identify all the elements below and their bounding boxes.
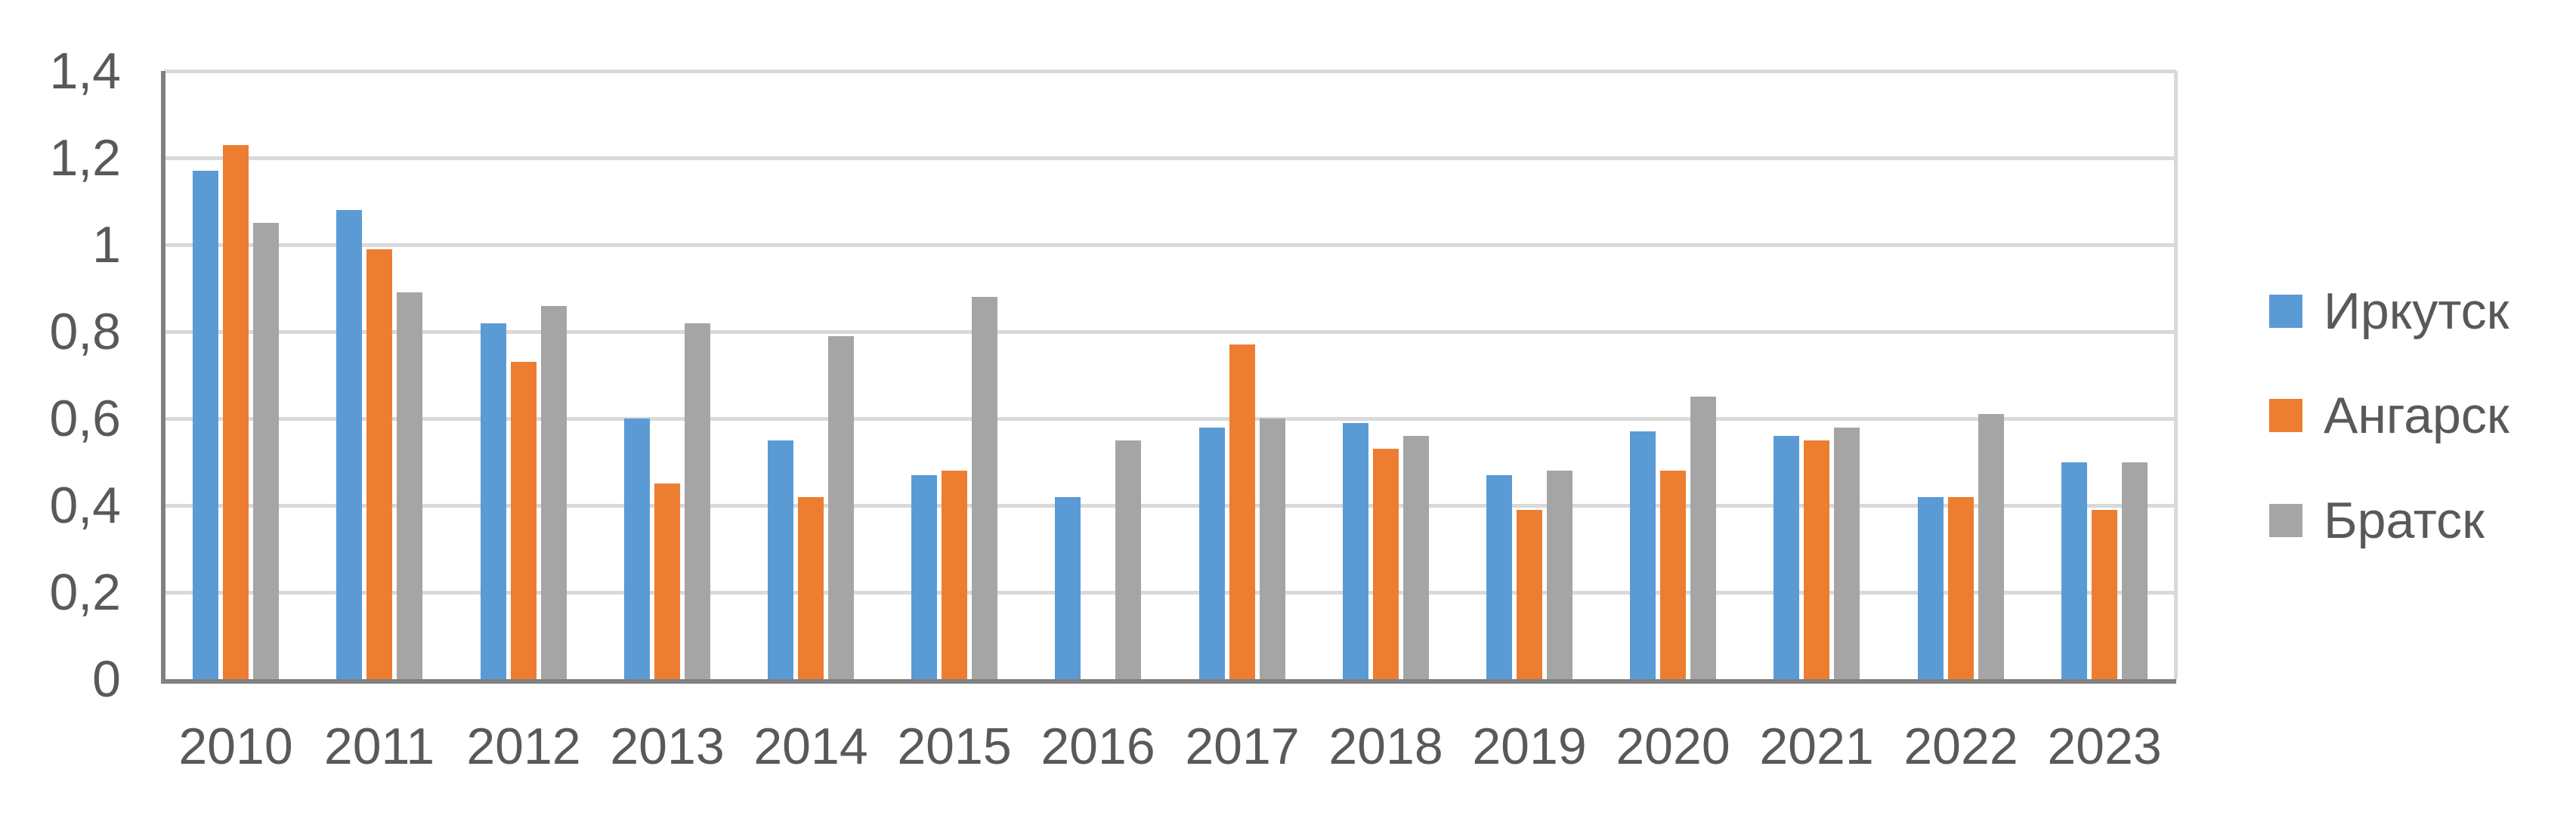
y-tick-label-1,2: 1,2	[49, 129, 121, 187]
bar-Иркутск-2013	[624, 419, 650, 679]
legend-item-Иркутск: Иркутск	[2269, 286, 2509, 337]
x-tick-label-2017: 2017	[1185, 718, 1300, 775]
y-tick-label-0,6: 0,6	[49, 390, 121, 447]
bar-Братск-2013	[685, 323, 710, 680]
y-tick-label-1,4: 1,4	[49, 42, 121, 100]
bar-Ангарск-2023	[2092, 510, 2117, 679]
y-tick-label-0: 0	[92, 650, 121, 708]
legend-label-Ангарск: Ангарск	[2324, 387, 2510, 444]
gridline	[164, 243, 2176, 247]
bar-Ангарск-2019	[1517, 510, 1542, 679]
bar-Ангарск-2012	[511, 362, 537, 679]
gridline	[164, 330, 2176, 334]
x-tick-label-2011: 2011	[323, 718, 435, 775]
bar-Иркутск-2011	[336, 210, 362, 679]
bar-Братск-2019	[1547, 471, 1573, 679]
bar-Братск-2015	[972, 297, 997, 679]
bar-Иркутск-2020	[1630, 431, 1656, 679]
x-tick-label-2023: 2023	[2047, 718, 2162, 775]
legend-label-Братск: Братск	[2324, 492, 2485, 549]
bar-Иркутск-2018	[1343, 423, 1368, 679]
bar-Ангарск-2022	[1948, 497, 1974, 680]
bar-Братск-2020	[1690, 397, 1716, 679]
bar-Ангарск-2013	[654, 483, 680, 679]
y-tick-label-0,4: 0,4	[49, 477, 121, 534]
y-tick-label-0,8: 0,8	[49, 303, 121, 360]
x-tick-label-2013: 2013	[610, 718, 725, 775]
bar-Братск-2023	[2122, 462, 2148, 680]
bar-Иркутск-2019	[1486, 475, 1512, 679]
gridline	[164, 591, 2176, 595]
bar-Иркутск-2010	[193, 171, 218, 679]
bar-Иркутск-2016	[1055, 497, 1081, 680]
x-tick-label-2022: 2022	[1903, 718, 2018, 775]
bar-Ангарск-2010	[223, 145, 249, 679]
plot-right-border	[2174, 71, 2178, 679]
bar-Ангарск-2011	[366, 249, 392, 679]
x-tick-label-2019: 2019	[1472, 718, 1587, 775]
bar-Иркутск-2012	[481, 323, 506, 680]
bar-Братск-2021	[1834, 428, 1860, 680]
x-tick-label-2020: 2020	[1616, 718, 1730, 775]
bar-Ангарск-2014	[798, 497, 824, 680]
gridline	[164, 156, 2176, 160]
bar-Братск-2010	[253, 223, 279, 679]
x-axis-line	[161, 679, 2176, 684]
bar-Братск-2016	[1115, 440, 1141, 679]
x-tick-label-2016: 2016	[1041, 718, 1155, 775]
y-tick-label-0,2: 0,2	[49, 564, 121, 621]
bar-Ангарск-2020	[1660, 471, 1686, 679]
bar-Ангарск-2015	[942, 471, 967, 679]
bar-Иркутск-2015	[911, 475, 937, 679]
x-tick-label-2010: 2010	[178, 718, 293, 775]
bar-Иркутск-2022	[1918, 497, 1944, 680]
bar-Братск-2022	[1978, 414, 2004, 679]
bar-Братск-2012	[541, 306, 567, 680]
bar-Ангарск-2021	[1804, 440, 1829, 679]
bar-Иркутск-2017	[1199, 428, 1225, 680]
x-tick-label-2012: 2012	[466, 718, 581, 775]
y-tick-label-1: 1	[92, 216, 121, 273]
legend-label-Иркутск: Иркутск	[2324, 283, 2510, 340]
legend-swatch-Братск	[2269, 504, 2302, 537]
bar-Иркутск-2021	[1774, 436, 1799, 679]
legend-item-Братск: Братск	[2269, 495, 2485, 546]
gridline	[164, 417, 2176, 421]
bar-Иркутск-2023	[2061, 462, 2087, 680]
gridline	[164, 504, 2176, 508]
legend-item-Ангарск: Ангарск	[2269, 390, 2510, 441]
bar-Братск-2017	[1260, 419, 1285, 679]
bar-Иркутск-2014	[768, 440, 793, 679]
legend-swatch-Ангарск	[2269, 399, 2302, 432]
x-tick-label-2018: 2018	[1328, 718, 1443, 775]
bar-Братск-2014	[828, 336, 854, 679]
y-axis-line	[161, 71, 165, 684]
bar-Ангарск-2018	[1373, 449, 1399, 679]
bar-Братск-2011	[397, 292, 422, 679]
x-tick-label-2015: 2015	[897, 718, 1012, 775]
x-tick-label-2014: 2014	[753, 718, 868, 775]
x-tick-label-2021: 2021	[1759, 718, 1874, 775]
legend-swatch-Иркутск	[2269, 295, 2302, 328]
gridline	[164, 70, 2176, 73]
bar-Ангарск-2017	[1229, 344, 1255, 679]
bar-Братск-2018	[1403, 436, 1429, 679]
